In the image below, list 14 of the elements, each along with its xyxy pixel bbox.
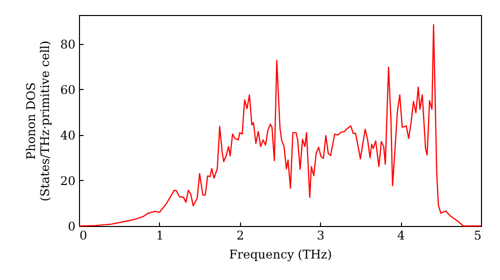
y-tick-label: 80 (60, 37, 76, 52)
y-tick-label: 20 (60, 174, 76, 188)
y-tick-label: 40 (60, 128, 76, 142)
x-tick-label: 4 (397, 228, 406, 242)
x-tick-label: 5 (474, 228, 482, 242)
y-tick-label: 0 (68, 220, 76, 234)
x-tick-label: 0 (80, 228, 88, 242)
y-tick-label: 60 (60, 82, 76, 97)
x-tick-label: 3 (316, 228, 325, 242)
y-axis-title: Phonon DOS (States/THz·primitive cell) (24, 40, 52, 202)
x-tick-label: 2 (236, 228, 244, 242)
x-tick-label: 1 (156, 228, 164, 242)
line-series (78, 24, 482, 227)
x-axis-title: Frequency (THz) (229, 248, 332, 262)
